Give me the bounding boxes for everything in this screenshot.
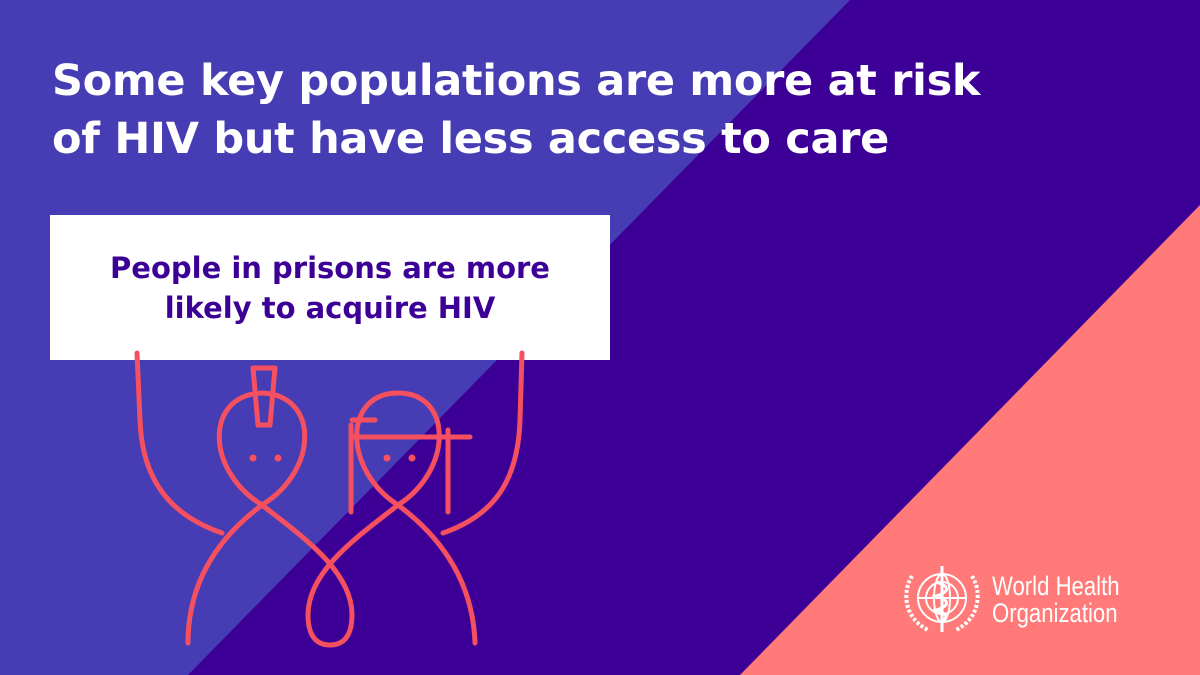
message-card: People in prisons are more likely to acq… <box>50 215 610 360</box>
left-figure-outline <box>185 390 478 648</box>
who-emblem-icon <box>904 566 980 632</box>
eye <box>383 454 391 462</box>
left-arm <box>134 350 225 536</box>
right-arm <box>440 350 525 536</box>
card-line-2: likely to acquire HIV <box>164 290 496 325</box>
who-logo: World Health Organization <box>898 562 1148 638</box>
who-name-line-1: World Health <box>992 571 1120 601</box>
eye <box>274 454 282 462</box>
headline-line-2: of HIV but have less access to care <box>52 114 889 164</box>
headline: Some key populations are more at risk of… <box>52 52 980 168</box>
cap-brim <box>349 417 473 440</box>
card-line-1: People in prisons are more <box>110 250 550 285</box>
eye <box>249 454 257 462</box>
headline-line-1: Some key populations are more at risk <box>52 56 981 106</box>
eye <box>408 454 416 462</box>
background-coral-triangle <box>740 205 1200 675</box>
mohawk <box>250 365 278 428</box>
who-name-line-2: Organization <box>992 598 1118 628</box>
hair-lines <box>348 422 451 515</box>
